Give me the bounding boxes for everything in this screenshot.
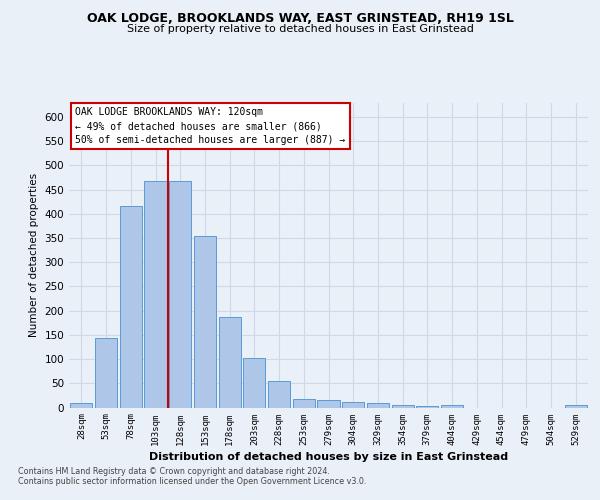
Bar xyxy=(95,338,117,407)
Bar xyxy=(392,405,414,407)
Text: Size of property relative to detached houses in East Grinstead: Size of property relative to detached ho… xyxy=(127,24,473,34)
Bar xyxy=(218,317,241,408)
Bar xyxy=(268,382,290,407)
Bar xyxy=(194,236,216,408)
Bar xyxy=(416,406,439,407)
Text: Distribution of detached houses by size in East Grinstead: Distribution of detached houses by size … xyxy=(149,452,508,462)
Bar xyxy=(169,181,191,408)
Y-axis label: Number of detached properties: Number of detached properties xyxy=(29,173,39,337)
Bar xyxy=(441,404,463,407)
Bar xyxy=(119,206,142,408)
Bar xyxy=(367,402,389,407)
Text: OAK LODGE, BROOKLANDS WAY, EAST GRINSTEAD, RH19 1SL: OAK LODGE, BROOKLANDS WAY, EAST GRINSTEA… xyxy=(86,12,514,25)
Bar xyxy=(565,405,587,407)
Bar xyxy=(145,181,167,408)
Bar xyxy=(317,400,340,407)
Text: Contains public sector information licensed under the Open Government Licence v3: Contains public sector information licen… xyxy=(18,477,367,486)
Bar xyxy=(342,402,364,407)
Bar xyxy=(70,402,92,407)
Bar xyxy=(243,358,265,408)
Text: OAK LODGE BROOKLANDS WAY: 120sqm
← 49% of detached houses are smaller (866)
50% : OAK LODGE BROOKLANDS WAY: 120sqm ← 49% o… xyxy=(75,107,346,145)
Text: Contains HM Land Registry data © Crown copyright and database right 2024.: Contains HM Land Registry data © Crown c… xyxy=(18,467,330,476)
Bar xyxy=(293,399,315,407)
